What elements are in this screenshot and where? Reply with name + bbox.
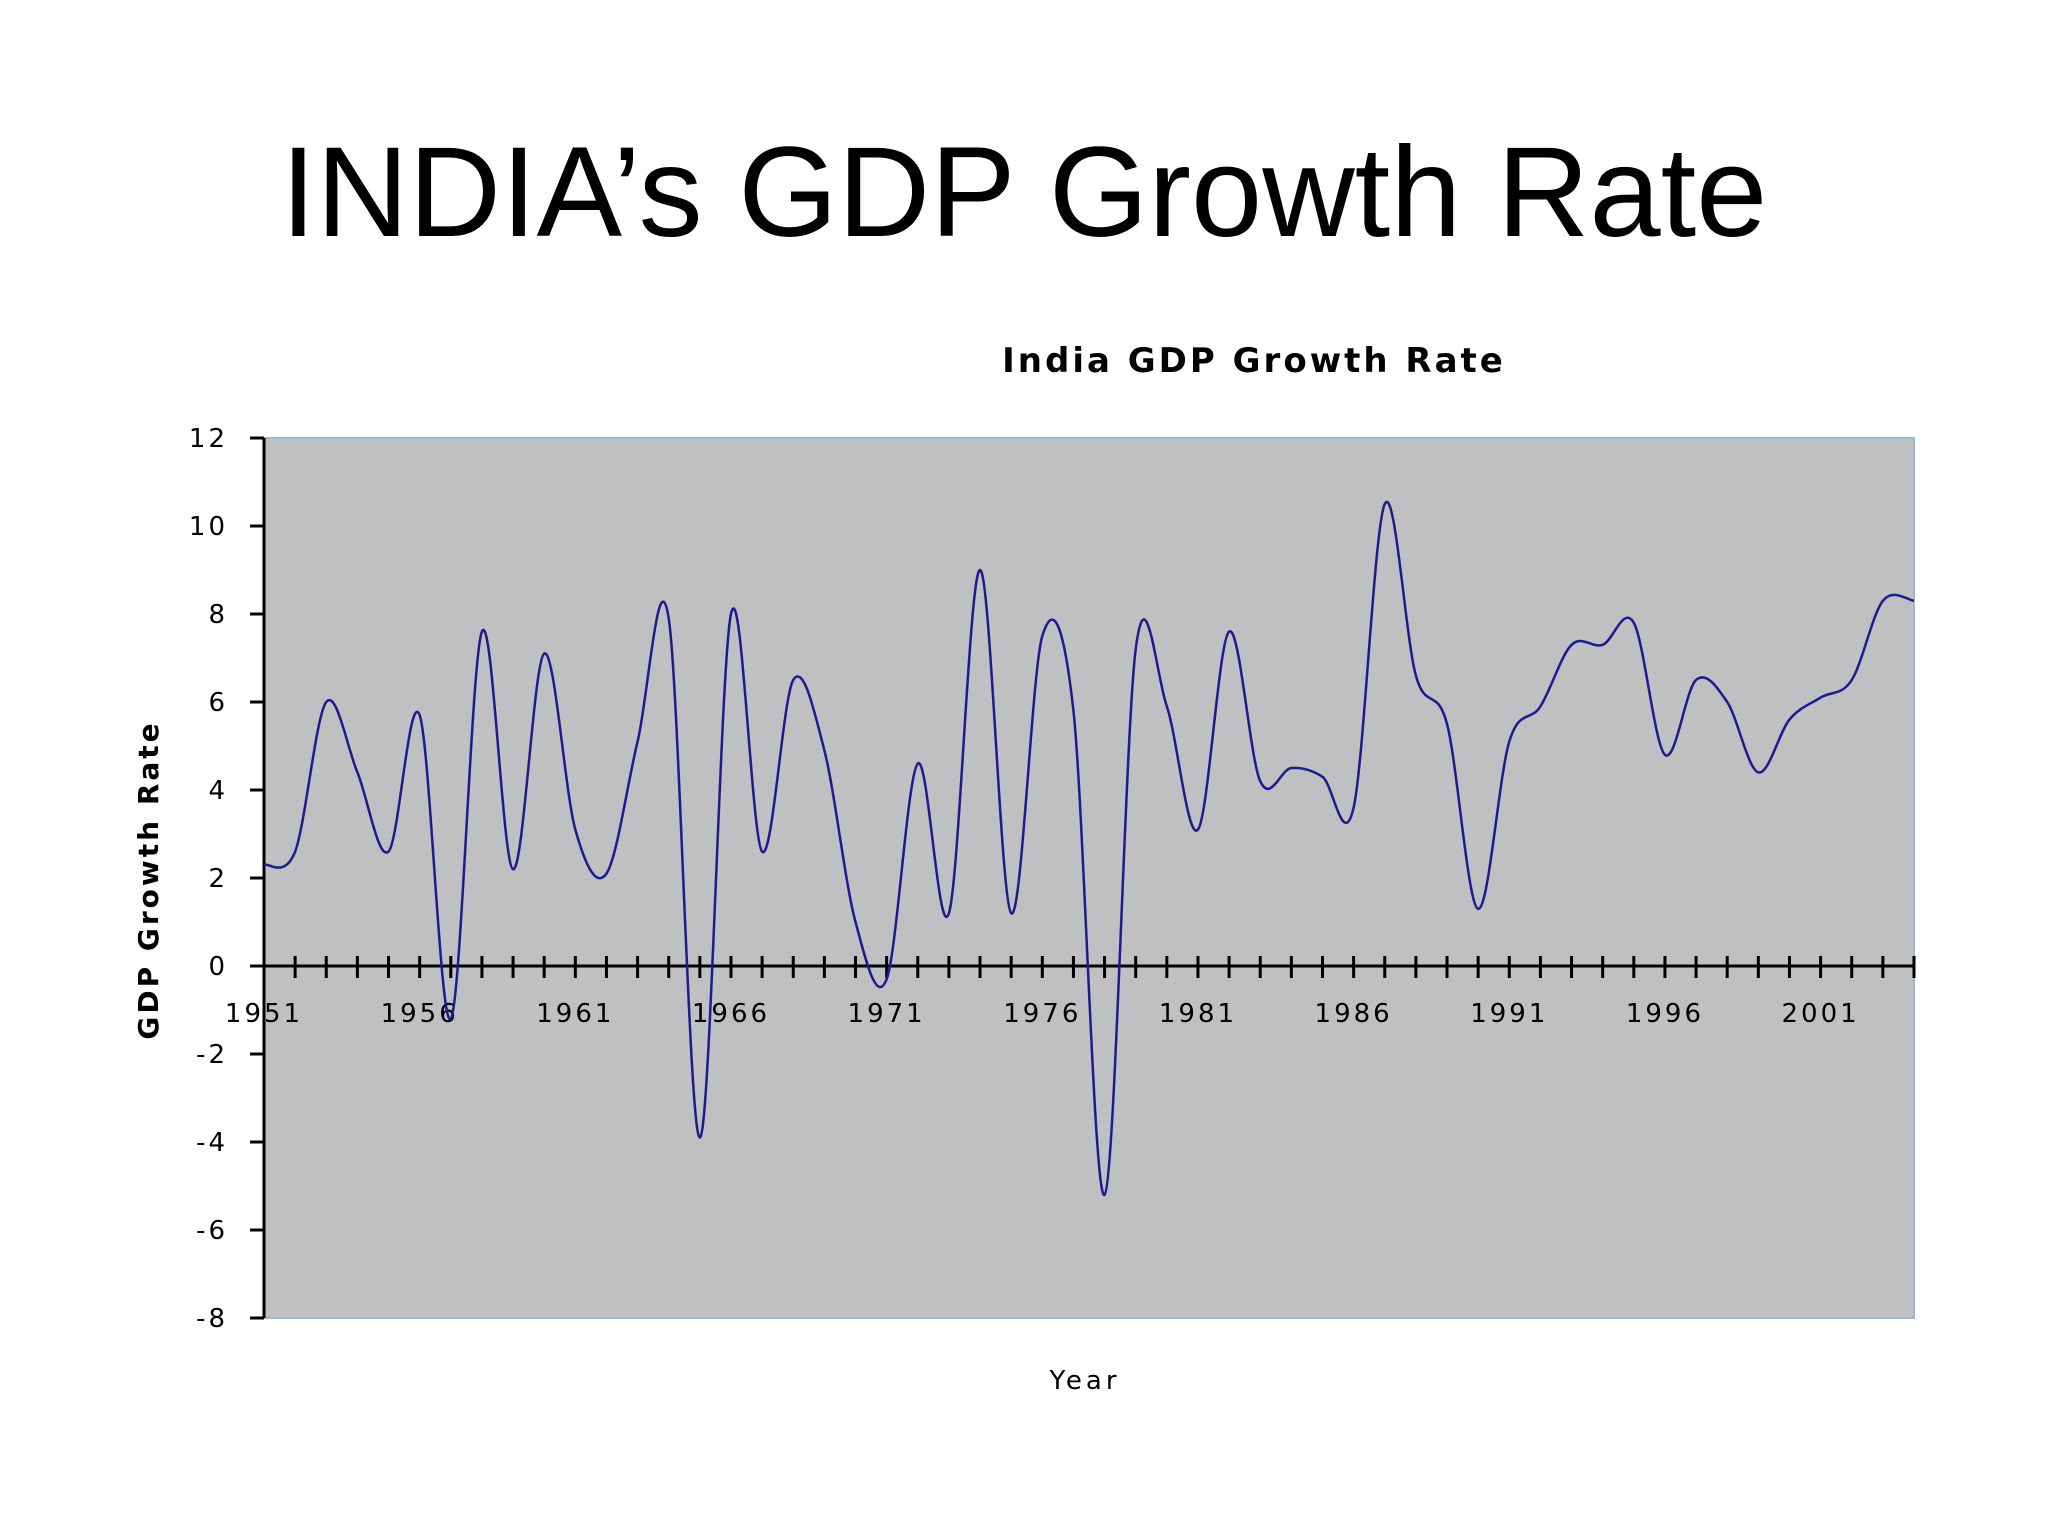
series-layer (263, 500, 1915, 1197)
y-axis: 12 10 8 6 4 2 0 -2 -4 -6 -8 (189, 424, 266, 1334)
chart-title: India GDP Growth Rate (1002, 341, 1506, 381)
y-tick-label: -6 (196, 1216, 228, 1246)
y-tick-label: 4 (208, 776, 228, 806)
x-tick-label: 1966 (692, 999, 770, 1029)
plot-area (263, 437, 1915, 1319)
y-axis-label: GDP Growth Rate (132, 720, 165, 1039)
y-tick-label: -2 (196, 1040, 228, 1070)
y-tick-label: 0 (208, 952, 228, 982)
x-tick-label: 1981 (1159, 999, 1237, 1029)
y-tick-label: -4 (196, 1128, 228, 1158)
x-tick-label: 1961 (536, 999, 614, 1029)
x-tick-label: 1976 (1003, 999, 1081, 1029)
x-tick-label: 1971 (848, 999, 926, 1029)
x-tick-label: 1956 (381, 999, 459, 1029)
y-tick-label: 2 (208, 864, 228, 894)
x-tick-label: 1996 (1626, 999, 1704, 1029)
x-tick-label: 1986 (1315, 999, 1393, 1029)
slide-title: INDIA’s GDP Growth Rate (280, 121, 1768, 264)
y-tick-label: -8 (196, 1304, 228, 1334)
x-tick-label: 1951 (225, 999, 303, 1029)
series-line (263, 500, 1915, 1197)
x-tick-label: 1991 (1470, 999, 1548, 1029)
y-tick-label: 12 (189, 424, 228, 454)
y-tick-label: 6 (208, 688, 228, 718)
x-axis-label: Year (1048, 1366, 1120, 1396)
y-tick-label: 10 (189, 512, 228, 542)
x-axis: 1951 1956 1961 1966 1971 1976 1981 1986 1991 1996… (225, 956, 1916, 1029)
y-tick-label: 8 (208, 600, 228, 630)
x-tick-label: 2001 (1782, 999, 1860, 1029)
